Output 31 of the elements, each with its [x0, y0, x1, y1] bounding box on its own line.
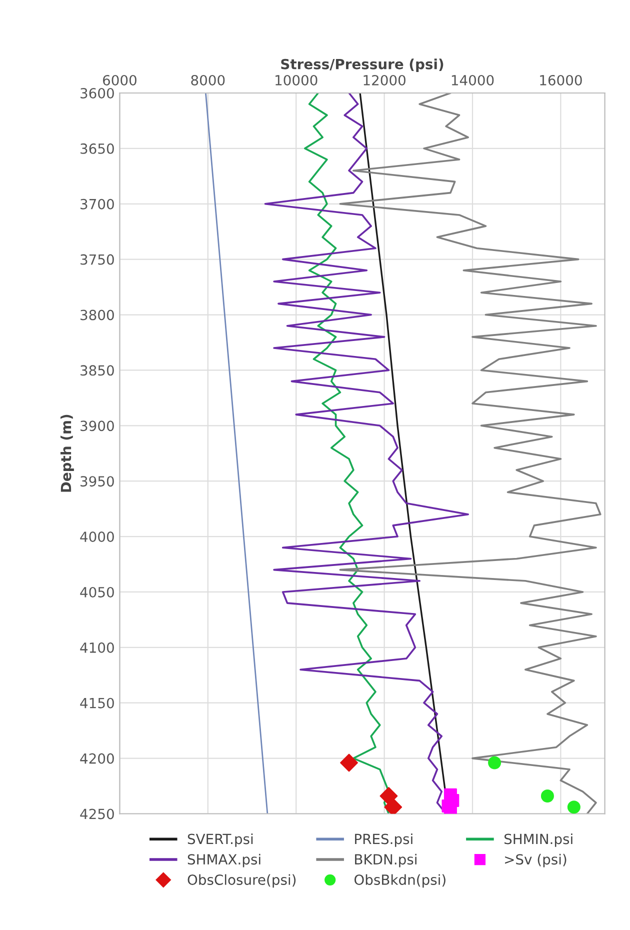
- y-tick-label: 4000: [80, 532, 114, 542]
- y-tick-label: 3900: [80, 420, 114, 432]
- legend-label: ObsClosure(psi): [188, 874, 296, 888]
- y-tick-label: 3950: [80, 476, 114, 487]
- legend-label: >Sv (psi): [505, 854, 566, 868]
- y-tick-label: 4100: [80, 642, 114, 653]
- x-tick-label: 12000: [364, 74, 406, 86]
- y-tick-label: 4200: [80, 753, 114, 764]
- y-tick-label: 4250: [80, 808, 114, 820]
- y-tick-label: 4050: [80, 586, 114, 598]
- y-tick-label: 3650: [80, 143, 114, 154]
- y-axis-title: Depth (m): [60, 414, 74, 492]
- x-tick-label: 14000: [452, 74, 494, 86]
- y-tick-label: 3800: [80, 310, 114, 320]
- x-tick-label: 6000: [102, 74, 136, 86]
- y-tick-label: 3850: [80, 365, 114, 376]
- x-tick-label: 16000: [540, 74, 582, 86]
- y-tick-label: 3600: [80, 88, 114, 98]
- y-tick-label: 3700: [80, 198, 114, 210]
- legend-label: SHMIN.psi: [504, 833, 572, 847]
- x-tick-label: 10000: [276, 74, 318, 86]
- y-tick-label: 3750: [80, 254, 114, 265]
- legend-label: ObsBkdn(psi): [354, 874, 446, 888]
- legend-label: SVERT.psi: [188, 833, 253, 847]
- y-tick-label: 4150: [80, 698, 114, 708]
- legend-label: BKDN.psi: [355, 854, 416, 868]
- x-axis-title: Stress/Pressure (psi): [281, 58, 444, 72]
- x-tick-label: 8000: [191, 74, 225, 86]
- legend-label: SHMAX.psi: [188, 854, 260, 868]
- legend-label: PRES.psi: [355, 833, 412, 847]
- line-series: [339, 93, 602, 814]
